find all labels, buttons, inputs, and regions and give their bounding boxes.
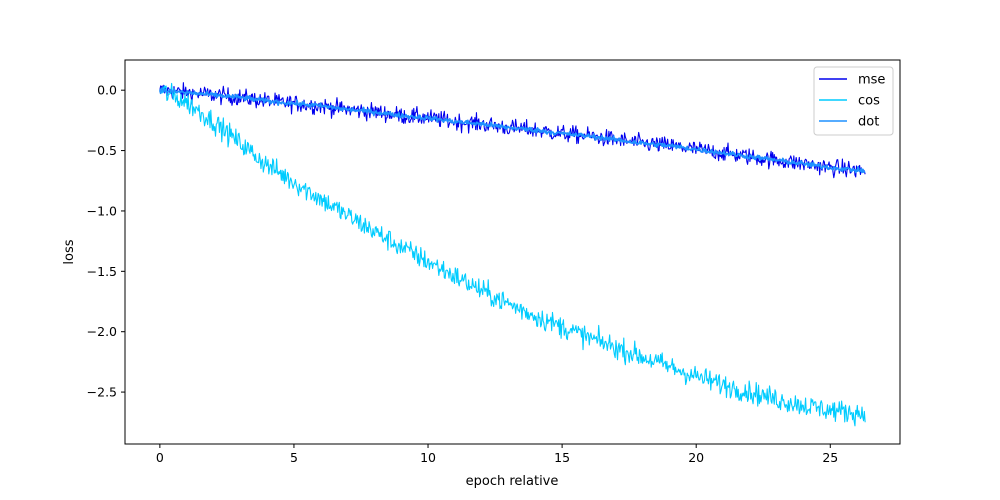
y-tick-label: −2.5 [87,385,117,400]
x-tick-label: 20 [688,450,704,465]
x-tick-label: 25 [822,450,838,465]
y-tick-label: −0.5 [87,143,117,158]
y-axis: 0.0 −0.5 −1.0 −1.5 −2.0 −2.5 [87,83,125,400]
series-line-mse [159,82,866,179]
legend-box [813,66,894,136]
legend: mse cos dot [813,66,894,136]
x-tick-label: 5 [290,450,298,465]
y-tick-label: −2.0 [87,324,117,339]
legend-label-mse: mse [858,73,885,88]
x-tick-label: 10 [420,450,436,465]
y-axis-label: loss [62,239,77,264]
legend-label-dot: dot [858,115,879,130]
y-tick-label: 0.0 [97,83,117,98]
x-tick-label: 15 [554,450,570,465]
series-line-dot [158,87,866,174]
x-axis-label: epoch relative [466,474,559,489]
series-line-cos [159,82,866,427]
plot-frame [124,59,901,445]
y-tick-label: −1.5 [87,264,117,279]
legend-label-cos: cos [858,94,880,109]
x-tick-label: 0 [156,450,164,465]
x-axis: 0 5 10 15 20 25 [156,444,838,465]
y-tick-label: −1.0 [87,203,117,218]
series-layer [158,82,866,427]
